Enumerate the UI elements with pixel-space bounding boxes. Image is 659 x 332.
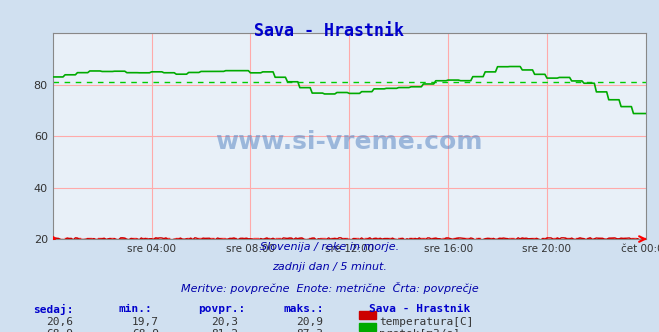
Text: zadnji dan / 5 minut.: zadnji dan / 5 minut. bbox=[272, 262, 387, 272]
Text: Meritve: povprečne  Enote: metrične  Črta: povprečje: Meritve: povprečne Enote: metrične Črta:… bbox=[181, 282, 478, 294]
Text: Slovenija / reke in morje.: Slovenija / reke in morje. bbox=[260, 242, 399, 252]
Text: 20,3: 20,3 bbox=[211, 317, 238, 327]
Text: pretok[m3/s]: pretok[m3/s] bbox=[379, 329, 460, 332]
Text: www.si-vreme.com: www.si-vreme.com bbox=[215, 130, 483, 154]
Text: povpr.:: povpr.: bbox=[198, 304, 245, 314]
Text: 20,6: 20,6 bbox=[46, 317, 73, 327]
Text: Sava - Hrastnik: Sava - Hrastnik bbox=[369, 304, 471, 314]
Text: 19,7: 19,7 bbox=[132, 317, 159, 327]
Text: 68,9: 68,9 bbox=[132, 329, 159, 332]
Text: 20,9: 20,9 bbox=[297, 317, 324, 327]
Text: 68,9: 68,9 bbox=[46, 329, 73, 332]
Text: min.:: min.: bbox=[119, 304, 152, 314]
Text: Sava - Hrastnik: Sava - Hrastnik bbox=[254, 22, 405, 40]
Text: 87,3: 87,3 bbox=[297, 329, 324, 332]
Text: 81,2: 81,2 bbox=[211, 329, 238, 332]
Text: sedaj:: sedaj: bbox=[33, 304, 73, 315]
Text: temperatura[C]: temperatura[C] bbox=[379, 317, 473, 327]
Text: maks.:: maks.: bbox=[283, 304, 324, 314]
